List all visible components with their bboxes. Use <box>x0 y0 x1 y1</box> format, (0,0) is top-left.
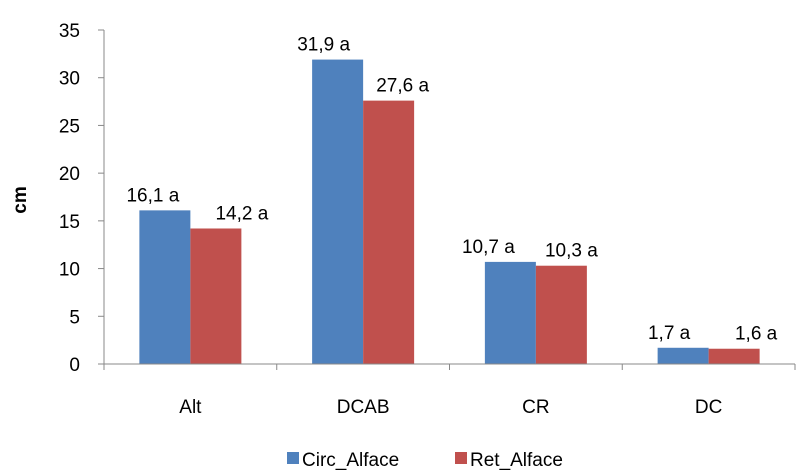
data-label: 31,9 a <box>297 35 350 56</box>
x-tick-label: DCAB <box>337 397 390 418</box>
legend-swatch <box>287 452 299 464</box>
legend-label: Circ_Alface <box>302 450 399 471</box>
bar-circ-alface-alt <box>139 210 191 364</box>
data-label: 10,7 a <box>462 237 515 258</box>
bar-ret-alface-cr <box>535 265 587 364</box>
y-tick-label: 30 <box>59 69 80 90</box>
y-tick-label: 35 <box>59 21 80 42</box>
legend-swatch <box>455 452 467 464</box>
y-tick-label: 5 <box>69 307 80 328</box>
bars-group <box>139 59 760 365</box>
legend: Circ_Alface Ret_Alface <box>287 450 563 471</box>
y-tick-label: 0 <box>69 355 80 376</box>
bar-ret-alface-dcab <box>363 100 415 365</box>
bar-circ-alface-dc <box>657 347 709 364</box>
data-label: 1,6 a <box>735 324 778 345</box>
y-tick-label: 20 <box>59 164 80 185</box>
y-axis-ticks: 0 5 10 15 20 25 30 35 <box>59 21 104 376</box>
data-label: 16,1 a <box>126 185 179 206</box>
data-label: 27,6 a <box>376 76 429 97</box>
y-axis-title: cm <box>10 186 31 213</box>
x-tick-label: CR <box>522 397 549 418</box>
bar-ret-alface-alt <box>190 228 242 364</box>
y-tick-label: 10 <box>59 260 80 281</box>
y-tick-label: 15 <box>59 212 80 233</box>
data-label: 1,7 a <box>648 323 691 344</box>
bar-circ-alface-dcab <box>312 59 364 364</box>
data-label: 14,2 a <box>215 203 268 224</box>
data-labels-group: 16,1 a 14,2 a 31,9 a 27,6 a 10,7 a 10,3 a 1,7 … <box>126 35 777 345</box>
legend-label: Ret_Alface <box>470 450 563 471</box>
bar-ret-alface-dc <box>708 348 760 364</box>
bar-circ-alface-cr <box>484 261 536 364</box>
x-tick-label: DC <box>695 397 722 418</box>
x-axis-ticks: Alt DCAB CR DC <box>103 364 796 418</box>
x-tick-label: Alt <box>179 397 202 418</box>
data-label: 10,3 a <box>545 241 598 262</box>
y-tick-label: 25 <box>59 116 80 137</box>
